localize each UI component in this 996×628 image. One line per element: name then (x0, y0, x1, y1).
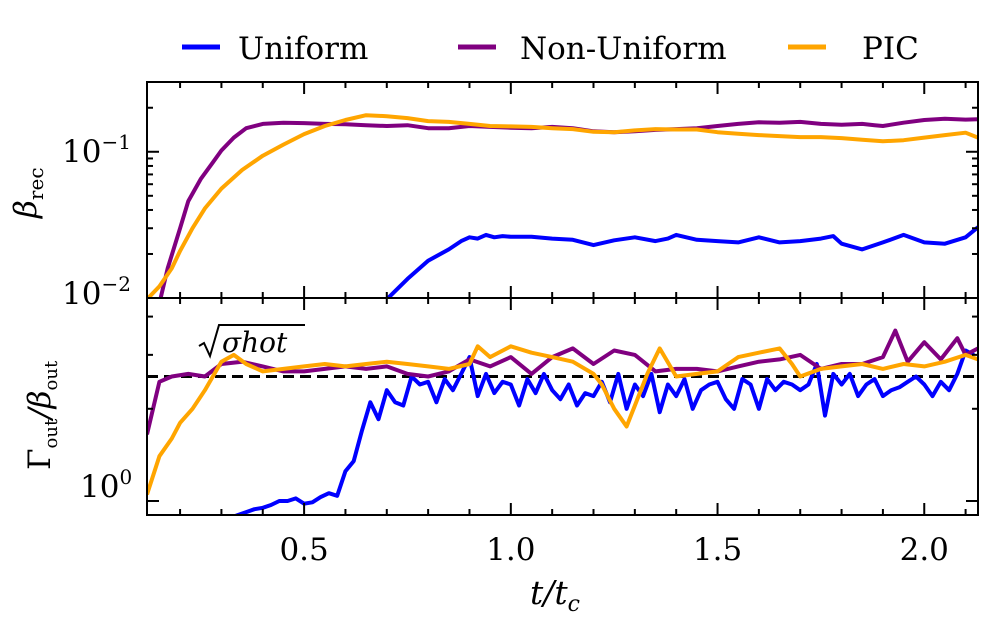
bottom-ylabel: Γout/βout (22, 360, 62, 470)
legend: Uniform Non-Uniform PIC (182, 31, 919, 67)
xaxis-label: t/tc (530, 573, 580, 617)
top-ylabel: βrec (8, 167, 48, 219)
bottom-series-pic (147, 344, 978, 496)
top-ytick-label-0: 10−1 (62, 130, 131, 170)
sigma-hot-label: σhot (222, 326, 288, 359)
top-panel-frame (146, 81, 979, 299)
sqrt-sign (198, 324, 305, 359)
xtick-labels: 0.5 1.0 1.5 2.0 (279, 532, 948, 568)
bottom-ytick-label-0: 100 (80, 465, 132, 505)
legend-label-pic: PIC (862, 31, 919, 67)
top-ytick-label-1: 10−2 (62, 272, 131, 312)
legend-label-uniform: Uniform (238, 31, 368, 67)
top-panel: 10−1 10−2 βrec (8, 81, 979, 312)
bottom-panel-frame (146, 297, 979, 516)
top-series-uniform (385, 225, 978, 298)
top-series-pic (147, 113, 978, 298)
xtick-label: 0.5 (279, 532, 328, 568)
sigma-hot-annotation: σhot (198, 324, 305, 359)
bottom-series-non-uniform (147, 328, 978, 435)
bottom-panel: 100 Γout/βout σhot (22, 297, 979, 516)
xtick-label: 1.0 (486, 532, 535, 568)
xtick-label: 1.5 (693, 532, 742, 568)
legend-label-non-uniform: Non-Uniform (520, 31, 727, 67)
xtick-label: 2.0 (900, 532, 949, 568)
